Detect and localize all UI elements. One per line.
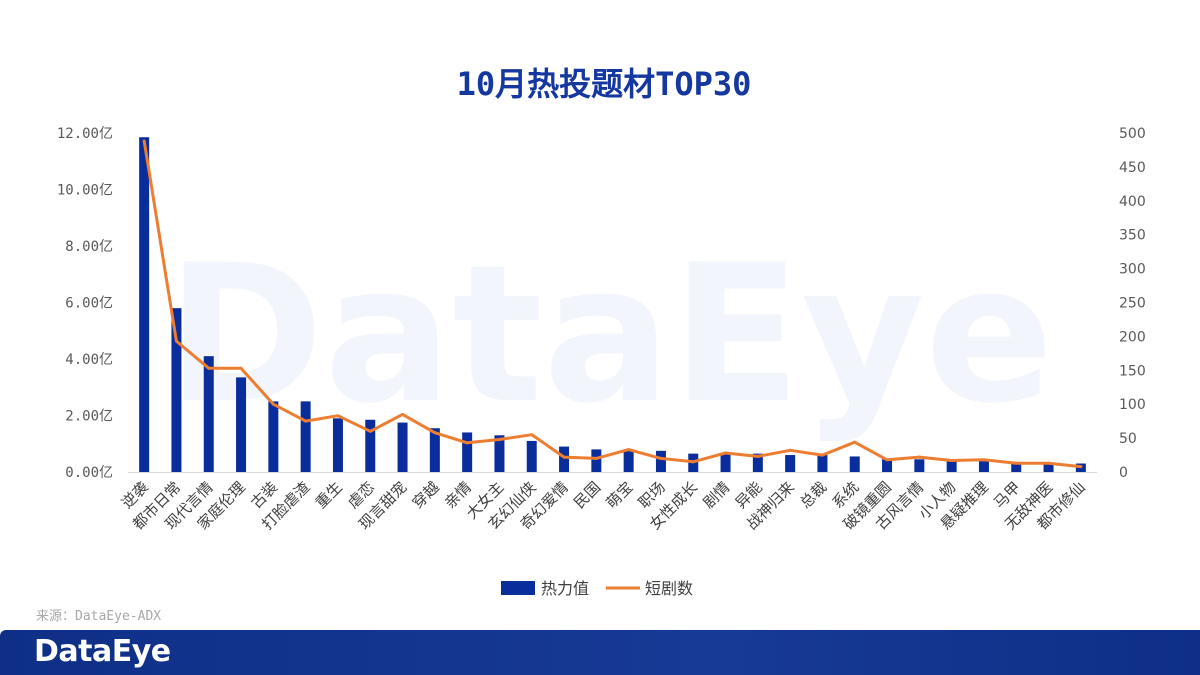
chart: DataEye 10月热投题材TOP30 0.00亿 2.00亿 4.00亿 6.00… — [57, 65, 1146, 598]
line-point[interactable] — [788, 448, 792, 452]
right-axis-tick-label: 300 — [1119, 262, 1146, 278]
footer-logo: DataEye — [34, 634, 171, 669]
bar[interactable] — [332, 418, 343, 472]
x-axis-tick-label: 民国 — [570, 478, 604, 512]
bar[interactable] — [882, 459, 893, 472]
bar[interactable] — [1043, 463, 1054, 472]
line-point[interactable] — [562, 455, 566, 459]
right-axis-tick-label: 250 — [1119, 296, 1146, 312]
left-axis-tick-label: 2.00亿 — [65, 409, 113, 425]
right-axis-tick-label: 350 — [1119, 228, 1146, 244]
bar[interactable] — [720, 453, 731, 472]
line-point[interactable] — [497, 437, 501, 441]
right-axis-tick-label: 400 — [1119, 194, 1146, 210]
line-point[interactable] — [1079, 465, 1083, 469]
x-axis-tick-label: 萌宝 — [603, 478, 637, 512]
chart-title: 10月热投题材TOP30 — [457, 65, 752, 103]
bar[interactable] — [623, 450, 634, 472]
bar[interactable] — [817, 455, 828, 472]
left-axis: 0.00亿 2.00亿 4.00亿 6.00亿 8.00亿 10.00亿 12.00亿 — [57, 126, 1097, 481]
bar[interactable] — [268, 401, 279, 472]
bar[interactable] — [1011, 462, 1022, 472]
line-point[interactable] — [368, 429, 372, 433]
line-point[interactable] — [950, 458, 954, 462]
x-axis-tick-label: 重生 — [312, 478, 346, 512]
footer-bar — [0, 630, 1200, 675]
bar[interactable] — [978, 460, 989, 472]
line-point[interactable] — [304, 419, 308, 423]
line-point[interactable] — [724, 451, 728, 455]
bar[interactable] — [171, 308, 182, 472]
line-point[interactable] — [530, 433, 534, 437]
bar[interactable] — [946, 460, 957, 472]
right-axis-tick-label: 0 — [1119, 465, 1128, 481]
bar[interactable] — [914, 459, 925, 472]
line-point[interactable] — [917, 455, 921, 459]
bar[interactable] — [655, 450, 666, 472]
line-point[interactable] — [174, 339, 178, 343]
x-axis-labels: 逆袭都市日常现代言情家庭伦理古装打脸虐渣重生虐恋现言甜宠穿越亲情大女主玄幻仙侠奇… — [118, 478, 1089, 533]
line-point[interactable] — [239, 366, 243, 370]
left-axis-tick-label: 6.00亿 — [65, 296, 113, 312]
line-point[interactable] — [271, 402, 275, 406]
line-point[interactable] — [885, 458, 889, 462]
right-axis-tick-label: 200 — [1119, 329, 1146, 345]
left-axis-tick-label: 8.00亿 — [65, 239, 113, 255]
bar-series — [139, 137, 1086, 473]
source-note: 来源：DataEye-ADX — [36, 609, 162, 624]
line-point[interactable] — [1014, 461, 1018, 465]
line-point[interactable] — [401, 412, 405, 416]
line-series — [142, 139, 1083, 469]
right-axis-tick-label: 50 — [1119, 431, 1137, 447]
x-axis-tick-label: 总裁 — [796, 478, 830, 512]
line-point[interactable] — [594, 456, 598, 460]
line-point[interactable] — [336, 414, 340, 418]
line-point[interactable] — [756, 454, 760, 458]
x-axis-tick-label: 穿越 — [409, 478, 443, 512]
bar[interactable] — [300, 401, 311, 472]
line-point[interactable] — [142, 139, 146, 143]
line-point[interactable] — [1047, 461, 1051, 465]
bar[interactable] — [462, 432, 473, 472]
right-axis-tick-label: 100 — [1119, 397, 1146, 413]
right-axis-tick-label: 150 — [1119, 363, 1146, 379]
bar[interactable] — [397, 422, 408, 472]
line-point[interactable] — [433, 431, 437, 435]
legend-swatch-bar — [501, 581, 535, 595]
bar[interactable] — [494, 435, 505, 472]
legend-label-line: 短剧数 — [645, 579, 693, 598]
bar[interactable] — [236, 377, 247, 472]
right-axis-tick-label: 450 — [1119, 160, 1146, 176]
bar[interactable] — [429, 428, 440, 472]
left-axis-tick-label: 4.00亿 — [65, 352, 113, 368]
legend[interactable]: 热力值 短剧数 — [501, 579, 693, 598]
line-point[interactable] — [465, 441, 469, 445]
bar[interactable] — [203, 356, 214, 472]
line-point[interactable] — [627, 448, 631, 452]
line-point[interactable] — [853, 440, 857, 444]
left-axis-tick-label: 12.00亿 — [57, 126, 113, 142]
left-axis-tick-label: 10.00亿 — [57, 183, 113, 199]
x-axis-tick-label: 剧情 — [699, 478, 733, 512]
line-point[interactable] — [691, 460, 695, 464]
legend-label-bar: 热力值 — [541, 579, 589, 598]
left-axis-tick-label: 0.00亿 — [65, 465, 113, 481]
line-point[interactable] — [982, 458, 986, 462]
watermark: DataEye — [166, 224, 1053, 445]
bar[interactable] — [591, 449, 602, 472]
bar[interactable] — [785, 455, 796, 472]
bar[interactable] — [365, 419, 376, 472]
bar[interactable] — [752, 453, 763, 472]
bar[interactable] — [139, 137, 150, 473]
line-path[interactable] — [142, 139, 1083, 469]
bar[interactable] — [559, 446, 570, 472]
bar[interactable] — [526, 440, 537, 472]
line-point[interactable] — [207, 366, 211, 370]
bar[interactable] — [849, 456, 860, 472]
right-axis: 0 50 100 150 200 250 300 350 400 450 500 — [1119, 126, 1146, 481]
line-point[interactable] — [820, 453, 824, 457]
line-point[interactable] — [659, 456, 663, 460]
right-axis-tick-label: 500 — [1119, 126, 1146, 142]
